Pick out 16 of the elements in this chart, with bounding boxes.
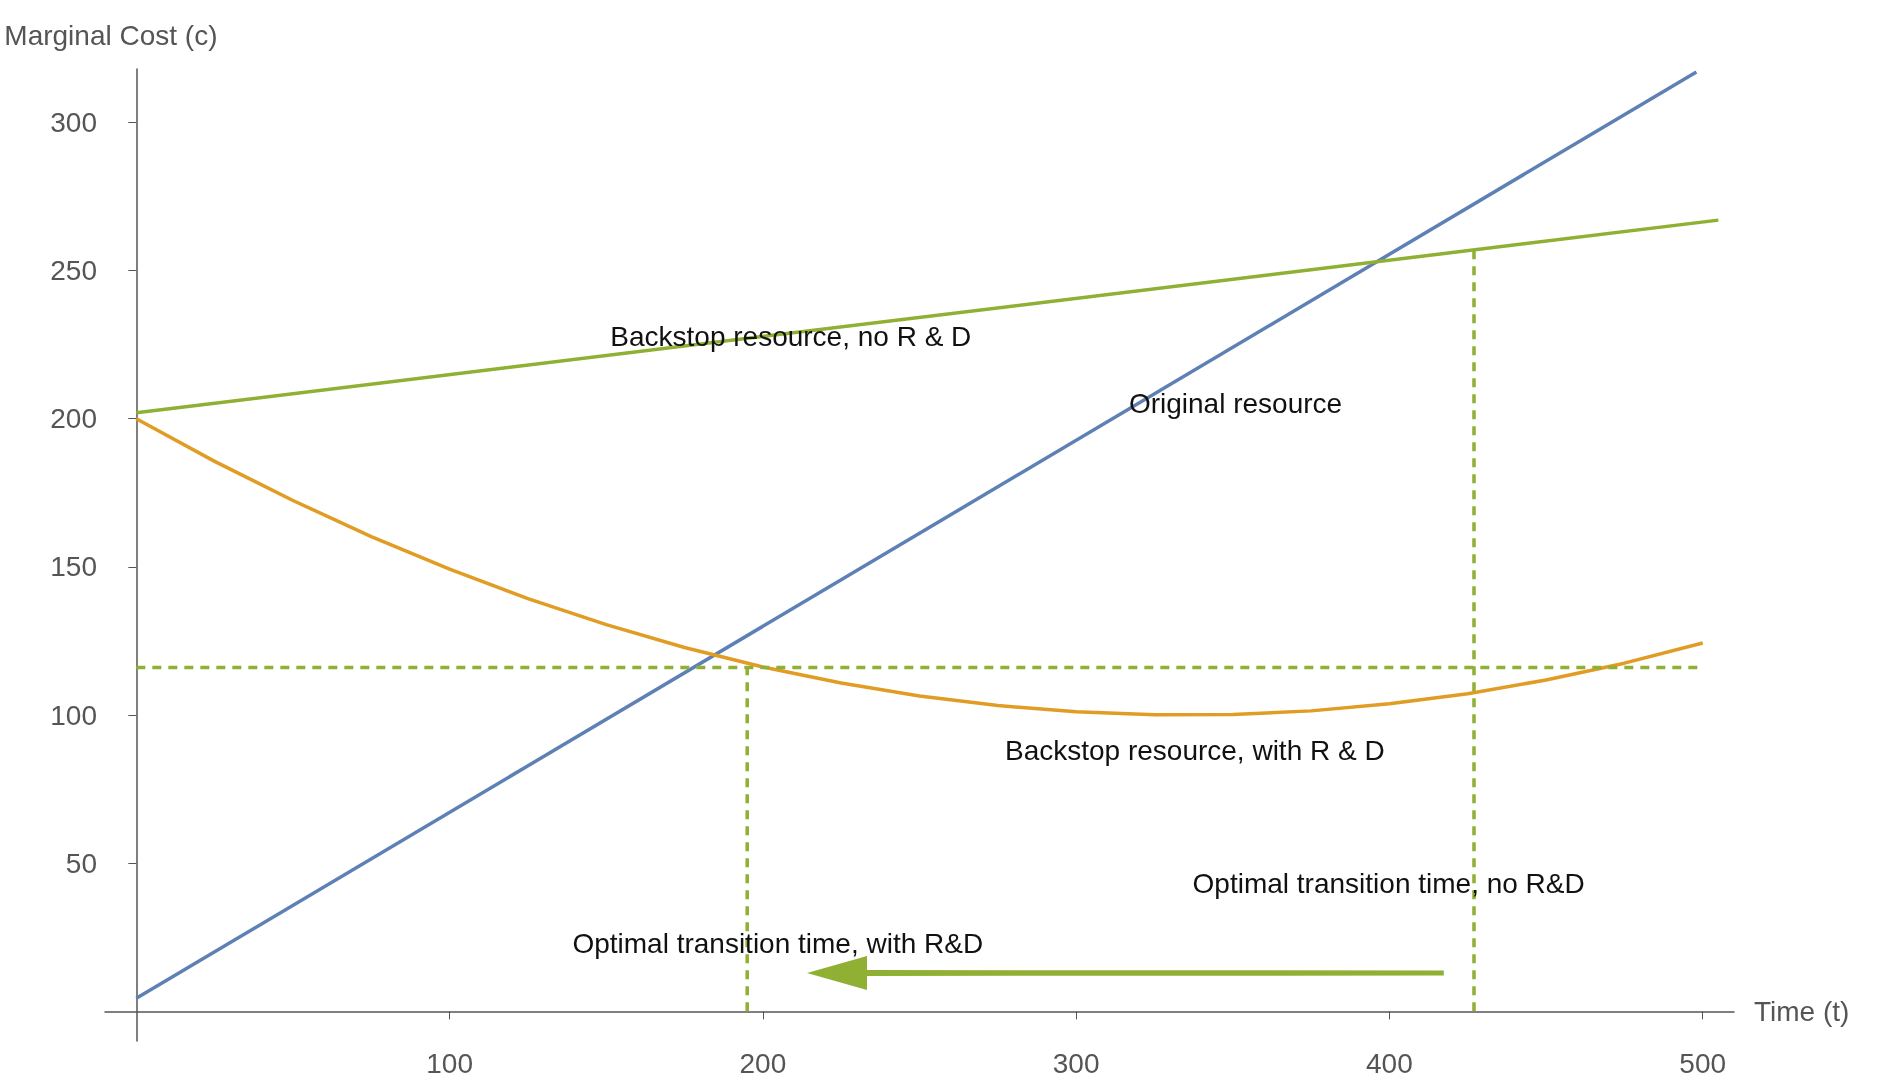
y-tick-label: 150 xyxy=(50,551,97,583)
y-tick-label: 50 xyxy=(65,847,97,879)
y-tick-label: 300 xyxy=(50,106,97,138)
x-tick-label: 100 xyxy=(426,1047,473,1077)
y-tick-label: 100 xyxy=(50,699,97,731)
annotation: Optimal transition time, no R&D xyxy=(1192,868,1585,900)
x-axis-title: Time (t) xyxy=(1754,995,1850,1027)
annotation: Optimal transition time, with R&D xyxy=(572,928,984,960)
x-tick-label: 300 xyxy=(1052,1047,1100,1077)
y-tick-label: 250 xyxy=(50,255,97,287)
annotation: Backstop resource, with R & D xyxy=(1004,734,1385,766)
x-tick-label: 500 xyxy=(1679,1047,1727,1077)
x-tick-label: 200 xyxy=(739,1047,787,1077)
y-axis-title: Marginal Cost (c) xyxy=(4,19,218,51)
y-tick-label: 200 xyxy=(50,403,97,435)
x-tick-label: 400 xyxy=(1366,1047,1413,1077)
